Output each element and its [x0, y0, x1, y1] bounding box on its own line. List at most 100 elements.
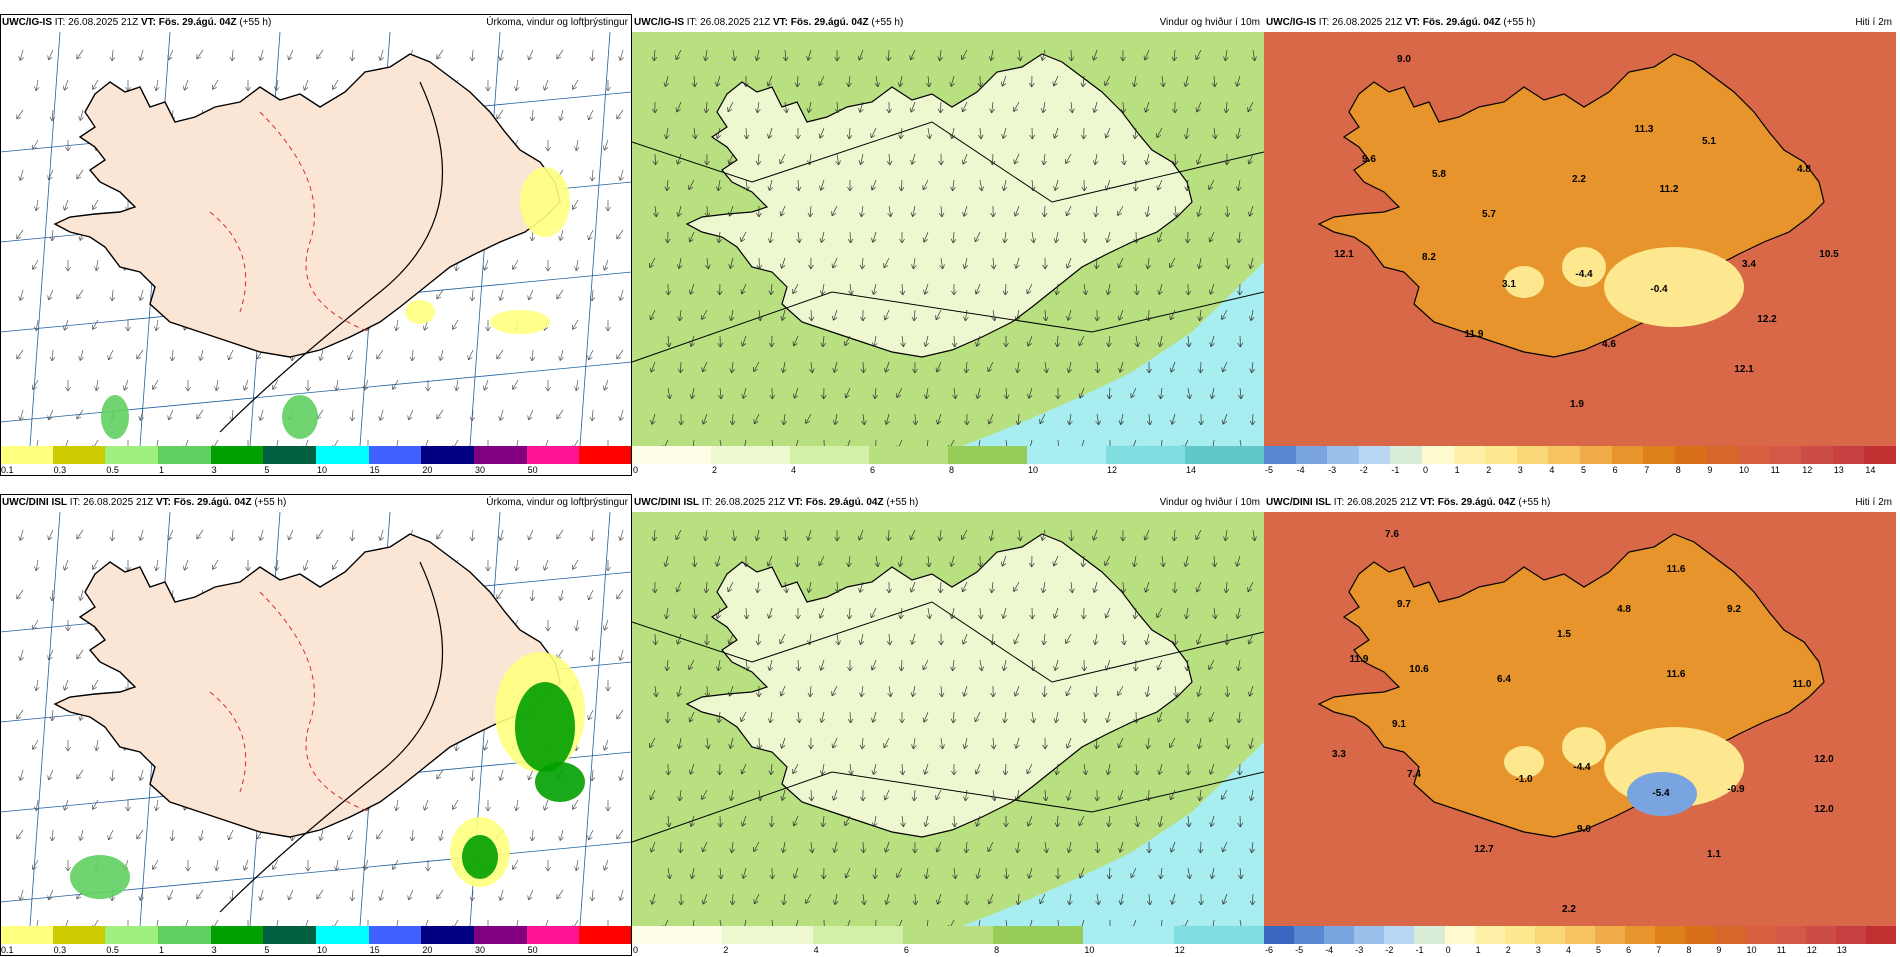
temp-label: -4.4	[1575, 269, 1593, 280]
temp-label: 11.6	[1667, 564, 1686, 575]
temp-label: -0.9	[1727, 784, 1745, 795]
scale-tick-label: 0	[633, 945, 638, 955]
temp-label: 8.2	[1422, 252, 1436, 263]
scale-tick-label: -1	[1415, 945, 1423, 955]
scale-tick-label: 20	[422, 465, 432, 475]
scale-tick-label: 6	[1626, 945, 1631, 955]
scale-tick-label: 6	[904, 945, 909, 955]
temp-label: -5.4	[1652, 788, 1670, 799]
scale-swatch	[1106, 446, 1185, 464]
scale-swatch	[1327, 446, 1359, 464]
scale-tick-label: 0.3	[54, 465, 67, 475]
scale-swatch	[211, 926, 264, 944]
scale-tick-label: 4	[1566, 945, 1571, 955]
scale-tick-label: -2	[1360, 465, 1368, 475]
scale-swatch	[1595, 926, 1625, 944]
panel-title: Vindur og hviður í 10m	[1160, 14, 1260, 32]
wind-panel-row1: UWC/IG-IS IT: 26.08.2025 21Z VT: Fös. 29…	[632, 14, 1264, 478]
panel-header: UWC/DINI ISL IT: 26.08.2025 21Z VT: Fös.…	[632, 494, 1264, 512]
scale-swatch	[263, 446, 316, 464]
scale-tick-label: 5	[1596, 945, 1601, 955]
temp-label: 11.6	[1667, 669, 1686, 680]
scale-swatch	[1422, 446, 1454, 464]
scale-tick-label: -6	[1265, 945, 1273, 955]
precip-map[interactable]	[0, 32, 632, 446]
scale-tick-label: 3	[212, 465, 217, 475]
scale-swatch	[1706, 446, 1738, 464]
scale-swatch	[722, 926, 812, 944]
scale-tick-label: 10	[317, 945, 327, 955]
scale-tick-label: 5	[264, 465, 269, 475]
scale-swatch	[1475, 926, 1505, 944]
scale-tick-label: 20	[422, 945, 432, 955]
scale-tick-label: -3	[1355, 945, 1363, 955]
scale-tick-label: 1	[159, 465, 164, 475]
scale-swatch	[711, 446, 790, 464]
scale-tick-label: -4	[1325, 945, 1333, 955]
temp-label: 11.2	[1660, 184, 1679, 195]
temp-scale-bar	[1264, 926, 1896, 944]
scale-swatch	[1264, 446, 1296, 464]
temp-label: 9.0	[1577, 824, 1591, 835]
scale-swatch	[1864, 446, 1896, 464]
scale-tick-label: 6	[1613, 465, 1618, 475]
temp-label: 11.9	[1465, 329, 1484, 340]
scale-tick-label: 15	[370, 465, 380, 475]
scale-swatch	[869, 446, 948, 464]
scale-swatch	[1485, 446, 1517, 464]
precip-map[interactable]	[0, 512, 632, 926]
scale-tick-label: 7	[1644, 465, 1649, 475]
scale-tick-label: 2	[1486, 465, 1491, 475]
panel-title: Hiti í 2m	[1855, 14, 1892, 32]
temp-label: 7.4	[1407, 769, 1421, 780]
scale-tick-label: 1	[1476, 945, 1481, 955]
temp-label: -1.0	[1515, 774, 1533, 785]
scale-tick-label: 2	[712, 465, 717, 475]
temp-label: 4.6	[1602, 339, 1616, 350]
scale-tick-label: -1	[1391, 465, 1399, 475]
temp-label: 9.7	[1397, 599, 1411, 610]
scale-tick-label: 3	[212, 945, 217, 955]
panel-header: UWC/DINI ISL IT: 26.08.2025 21Z VT: Fös.…	[1264, 494, 1896, 512]
scale-swatch	[1027, 446, 1106, 464]
temp-label: 9.2	[1727, 604, 1741, 615]
wind-panel-row2: UWC/DINI ISL IT: 26.08.2025 21Z VT: Fös.…	[632, 494, 1264, 950]
scale-tick-label: 0.5	[106, 465, 119, 475]
scale-tick-label: -2	[1385, 945, 1393, 955]
temp-label: 12.0	[1814, 804, 1834, 815]
scale-swatch	[1565, 926, 1595, 944]
scale-swatch	[527, 926, 580, 944]
panel-title: Vindur og hviður í 10m	[1160, 494, 1260, 512]
scale-swatch	[632, 926, 722, 944]
temp-label: 3.3	[1332, 749, 1346, 760]
wind-map[interactable]	[632, 512, 1264, 926]
scale-tick-label: 5	[264, 945, 269, 955]
scale-swatch	[1776, 926, 1806, 944]
temp-label: 12.1	[1734, 364, 1754, 375]
scale-tick-label: 3	[1518, 465, 1523, 475]
scale-swatch	[1675, 446, 1707, 464]
wind-map[interactable]	[632, 32, 1264, 446]
scale-swatch	[0, 926, 53, 944]
scale-swatch	[1836, 926, 1866, 944]
model-name: UWC/IG-IS	[634, 17, 684, 28]
scale-swatch	[1414, 926, 1444, 944]
map-svg	[632, 512, 1264, 926]
scale-swatch	[1390, 446, 1422, 464]
map-svg	[0, 32, 632, 446]
scale-swatch	[1296, 446, 1328, 464]
scale-tick-label: 6	[870, 465, 875, 475]
scale-tick-label: 8	[1686, 945, 1691, 955]
temp-label: 12.7	[1474, 844, 1494, 855]
scale-tick-label: 30	[475, 945, 485, 955]
temp-label: -4.4	[1573, 762, 1591, 773]
scale-swatch	[1294, 926, 1324, 944]
scale-swatch	[813, 926, 903, 944]
